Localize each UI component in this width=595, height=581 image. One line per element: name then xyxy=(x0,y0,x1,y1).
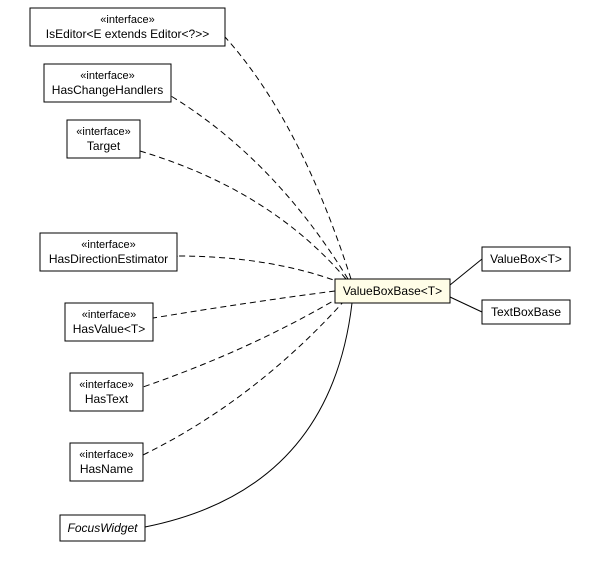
node-label: HasName xyxy=(80,462,134,476)
node-hasname: «interface»HasName xyxy=(70,443,143,481)
node-label: Target xyxy=(87,139,121,153)
node-haschange: «interface»HasChangeHandlers xyxy=(44,64,171,102)
stereotype: «interface» xyxy=(79,379,133,391)
node-label: FocusWidget xyxy=(68,521,139,535)
stereotype: «interface» xyxy=(82,309,136,321)
node-target: «interface»Target xyxy=(67,120,140,158)
edge xyxy=(143,297,340,387)
edge xyxy=(177,256,342,283)
node-label: ValueBoxBase<T> xyxy=(343,284,442,298)
node-iseditor: «interface»IsEditor<E extends Editor<?>> xyxy=(30,8,225,46)
edge xyxy=(225,37,351,279)
node-focuswidget: FocusWidget xyxy=(60,515,145,541)
node-textboxbase: TextBoxBase xyxy=(482,300,570,324)
node-hastext: «interface»HasText xyxy=(70,373,143,411)
node-label: HasValue<T> xyxy=(73,322,146,336)
edge xyxy=(153,291,335,318)
stereotype: «interface» xyxy=(81,239,135,251)
nodes-layer: «interface»IsEditor<E extends Editor<?>>… xyxy=(30,8,570,541)
node-label: ValueBox<T> xyxy=(490,252,562,266)
node-valueboxbase: ValueBoxBase<T> xyxy=(335,279,450,303)
edge xyxy=(171,96,348,279)
node-valuebox: ValueBox<T> xyxy=(482,247,570,271)
edge xyxy=(450,297,482,312)
uml-diagram: «interface»IsEditor<E extends Editor<?>>… xyxy=(0,0,595,581)
node-label: HasDirectionEstimator xyxy=(49,252,168,266)
edge xyxy=(143,300,345,455)
edge xyxy=(450,259,482,285)
stereotype: «interface» xyxy=(76,126,130,138)
node-hasvalue: «interface»HasValue<T> xyxy=(65,303,153,341)
stereotype: «interface» xyxy=(100,14,154,26)
node-label: HasText xyxy=(85,392,129,406)
node-label: HasChangeHandlers xyxy=(52,83,163,97)
stereotype: «interface» xyxy=(80,70,134,82)
node-label: IsEditor<E extends Editor<?>> xyxy=(46,27,209,41)
edge xyxy=(145,303,352,527)
node-hasdir: «interface»HasDirectionEstimator xyxy=(40,233,177,271)
stereotype: «interface» xyxy=(79,449,133,461)
node-label: TextBoxBase xyxy=(491,305,561,319)
